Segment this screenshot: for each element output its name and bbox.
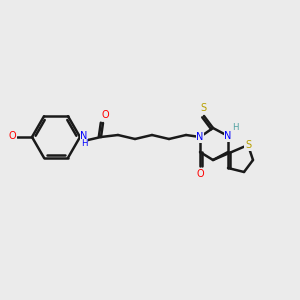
Text: H: H — [81, 140, 87, 148]
Text: O: O — [8, 131, 16, 141]
Text: N: N — [224, 131, 232, 141]
Text: S: S — [200, 103, 206, 113]
Text: H: H — [232, 124, 238, 133]
Text: N: N — [80, 131, 88, 141]
Text: O: O — [196, 169, 204, 179]
Text: N: N — [196, 132, 204, 142]
Text: O: O — [101, 110, 109, 120]
Text: S: S — [245, 140, 251, 150]
